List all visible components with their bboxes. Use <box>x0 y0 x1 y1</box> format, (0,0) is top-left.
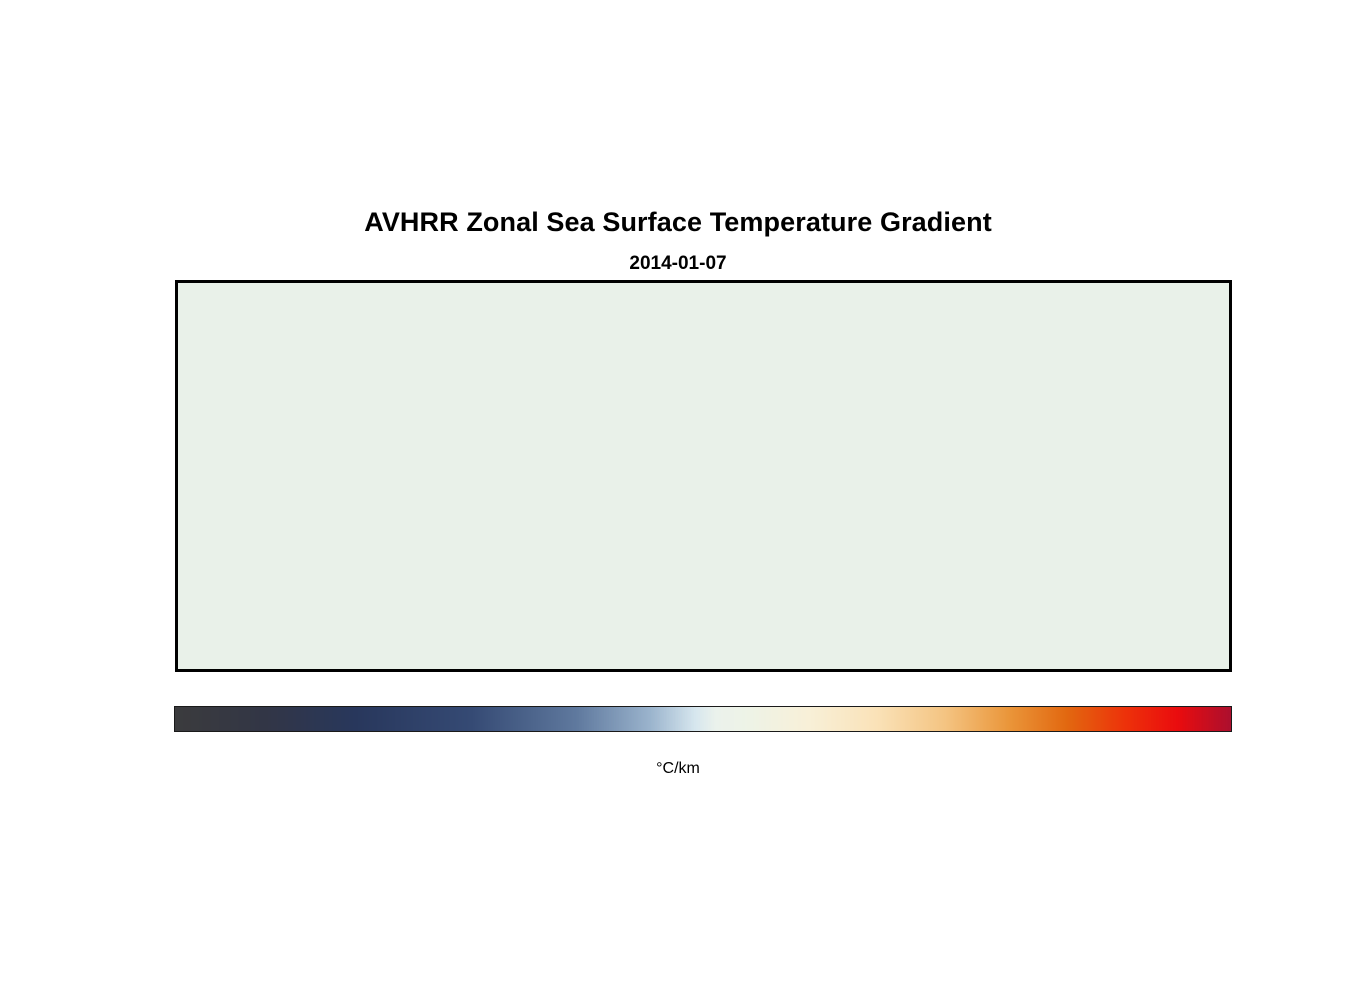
sst-gradient-field <box>178 283 1229 669</box>
figure-subtitle: 2014-01-07 <box>629 253 727 274</box>
colorbar-unit-label: °C/km <box>656 760 700 777</box>
map-axes <box>175 280 1232 672</box>
colorbar <box>174 706 1232 732</box>
page-title: AVHRR Zonal Sea Surface Temperature Grad… <box>364 207 992 237</box>
